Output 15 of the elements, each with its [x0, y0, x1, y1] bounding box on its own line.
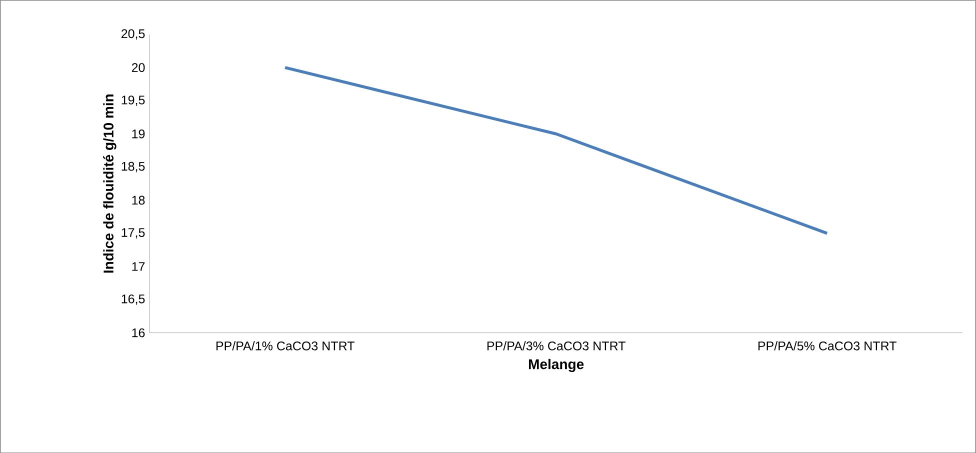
y-axis-title: Indice de flouidité g/10 min	[103, 94, 116, 272]
y-tick-label: 17	[132, 262, 145, 271]
x-tick-label: PP/PA/3% CaCO3 NTRT	[487, 340, 626, 350]
y-tick-label: 16,5	[122, 294, 145, 305]
y-tick-label: 19	[132, 129, 145, 138]
x-axis-title: Melange	[528, 358, 584, 372]
y-tick-label: 19,5	[122, 95, 145, 106]
y-tick-label: 16	[132, 328, 145, 338]
y-tick-label: 20,5	[121, 29, 145, 40]
y-tick-label: 20	[132, 62, 145, 72]
y-tick-label: 18,5	[122, 162, 145, 172]
x-tick-label: PP/PA/1% CaCO3 NTRT	[216, 340, 354, 350]
y-tick-label: 18	[132, 196, 145, 204]
y-tick-label: 17,5	[122, 228, 145, 238]
x-tick-label: PP/PA/5% CaCO3 NTRT	[758, 340, 896, 350]
